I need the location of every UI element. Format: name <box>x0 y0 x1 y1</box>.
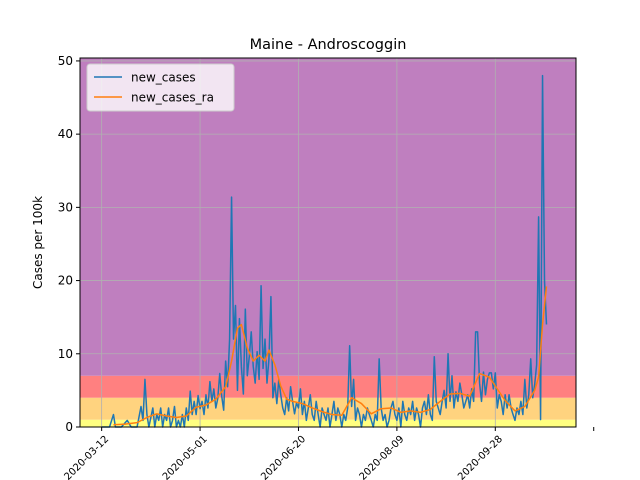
y-tick-label-4: 40 <box>58 127 73 141</box>
legend-label-new_cases_ra: new_cases_ra <box>131 91 214 105</box>
risk-band-0 <box>80 419 576 427</box>
y-tick-label-2: 20 <box>58 274 73 288</box>
y-tick-label-5: 50 <box>58 54 73 68</box>
chart-title: Maine - Androscoggin <box>250 37 407 53</box>
legend-box <box>86 63 235 112</box>
x-axis: 2020-03-12 2020-05-01 2020-06-20 2020-08-09… <box>62 427 595 480</box>
legend: new_cases new_cases_ra <box>86 63 235 112</box>
y-axis-label: Cases per 100k <box>31 196 45 289</box>
x-tick-label-2: 2020-06-20 <box>259 434 308 480</box>
y-axis: 0 10 20 30 40 50 <box>58 54 80 434</box>
x-tick-label-0: 2020-03-12 <box>62 434 111 480</box>
x-tick-label-1: 2020-05-01 <box>161 434 210 480</box>
y-tick-label-3: 30 <box>58 200 73 214</box>
y-tick-label-0: 0 <box>65 420 73 434</box>
risk-bands <box>80 58 576 427</box>
legend-label-new_cases: new_cases <box>131 71 196 85</box>
plot-frame <box>79 57 577 428</box>
x-tick-label-4: 2020-09-28 <box>456 434 505 480</box>
y-tick-label-1: 10 <box>58 347 73 361</box>
series-lines <box>101 74 548 428</box>
x-tick-label-3: 2020-08-09 <box>358 434 407 480</box>
series-line-new_cases_ra <box>113 286 548 426</box>
